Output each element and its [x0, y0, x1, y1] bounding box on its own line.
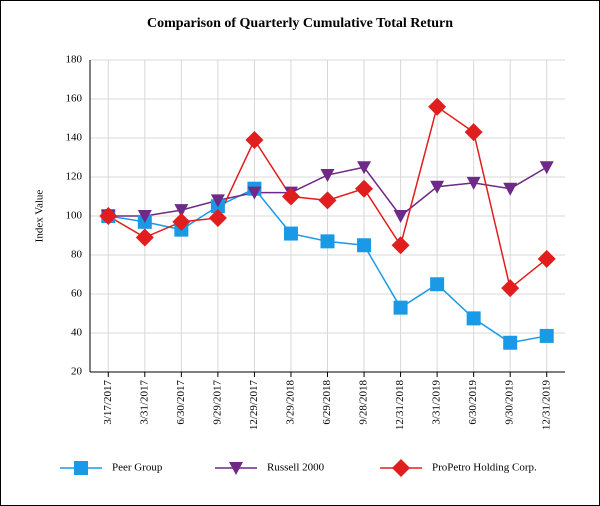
x-tick-label: 6/30/2019: [467, 380, 479, 425]
marker: [393, 300, 408, 315]
marker: [464, 123, 483, 142]
marker: [391, 236, 410, 255]
y-tick-label: 80: [71, 249, 83, 261]
marker: [245, 130, 264, 149]
marker: [357, 161, 372, 175]
marker: [393, 210, 408, 223]
marker: [283, 226, 298, 241]
marker: [174, 204, 189, 218]
marker: [247, 186, 262, 200]
marker: [210, 194, 225, 208]
x-tick-label: 3/31/2019: [431, 380, 443, 425]
legend-marker: [392, 459, 410, 477]
y-tick-label: 140: [66, 132, 83, 144]
legend-label: ProPetro Holding Corp.: [432, 462, 537, 474]
marker: [355, 179, 374, 198]
y-tick-label: 100: [66, 210, 83, 222]
x-tick-label: 9/30/2019: [504, 380, 516, 425]
marker: [357, 238, 372, 253]
x-tick-label: 12/29/2017: [248, 380, 260, 431]
marker: [503, 335, 518, 350]
marker: [466, 176, 481, 190]
x-tick-label: 3/17/2017: [102, 380, 114, 425]
marker: [539, 161, 554, 175]
marker: [430, 277, 445, 292]
y-tick-label: 60: [71, 288, 83, 300]
marker: [320, 234, 335, 249]
x-tick-label: 3/29/2018: [284, 380, 296, 425]
marker: [135, 228, 154, 247]
legend-marker: [74, 461, 88, 475]
marker: [208, 208, 227, 227]
legend-label: Russell 2000: [267, 462, 325, 474]
x-tick-label: 3/31/2017: [138, 380, 150, 425]
chart-title: Comparison of Quarterly Cumulative Total…: [147, 16, 453, 31]
legend-label: Peer Group: [112, 462, 163, 474]
y-tick-label: 40: [71, 327, 83, 339]
legend-marker: [229, 462, 243, 475]
x-tick-label: 6/30/2017: [175, 380, 187, 425]
marker: [320, 169, 335, 183]
marker: [503, 182, 518, 196]
x-tick-label: 12/31/2019: [540, 380, 552, 431]
marker: [539, 328, 554, 343]
y-tick-label: 160: [66, 93, 83, 105]
marker: [430, 180, 445, 194]
marker: [428, 97, 447, 116]
marker: [281, 187, 300, 206]
marker: [137, 210, 152, 223]
marker: [172, 212, 191, 231]
y-tick-label: 120: [66, 171, 83, 183]
y-tick-label: 20: [71, 366, 83, 378]
x-tick-label: 9/29/2017: [211, 380, 223, 425]
marker: [99, 207, 118, 225]
marker: [318, 191, 337, 210]
x-tick-label: 12/31/2018: [394, 380, 406, 431]
marker: [466, 311, 481, 326]
y-axis-label: Index Value: [34, 190, 46, 243]
x-tick-label: 6/29/2018: [321, 380, 333, 425]
marker: [537, 249, 556, 268]
marker: [501, 279, 520, 298]
y-tick-label: 180: [66, 54, 83, 66]
x-tick-label: 9/28/2018: [358, 380, 370, 425]
